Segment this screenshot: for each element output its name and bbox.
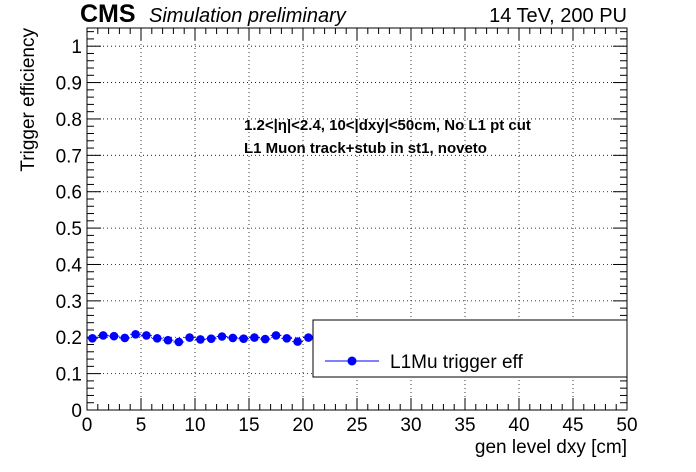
data-point — [120, 333, 130, 343]
legend-marker — [347, 356, 357, 366]
data-point — [206, 334, 216, 343]
legend: L1Mu trigger eff — [312, 319, 628, 378]
x-tick-label: 40 — [508, 415, 529, 436]
data-point — [196, 335, 205, 344]
axis-ticks — [86, 28, 628, 411]
y-tick-label: 1 — [71, 37, 82, 58]
data-point — [282, 334, 292, 343]
y-tick-label: 0.3 — [56, 292, 82, 313]
data-point — [98, 331, 108, 340]
data-point — [217, 332, 227, 341]
y-tick-label: 0.1 — [56, 365, 82, 386]
y-tick-label: 0.6 — [56, 183, 82, 204]
data-point — [152, 334, 162, 343]
x-tick-label: 20 — [292, 415, 313, 436]
x-axis-label: gen level dxy [cm] — [475, 437, 627, 458]
y-tick-label: 0.9 — [56, 74, 82, 95]
legend-label: L1Mu trigger eff — [390, 352, 523, 373]
data-point — [142, 331, 151, 340]
data-point — [304, 333, 313, 342]
data-point — [185, 333, 194, 342]
x-tick-label: 0 — [82, 415, 93, 436]
y-tick-label: 0.8 — [56, 110, 82, 131]
data-point — [163, 335, 173, 345]
y-tick-labels: 0 0.1 0.2 0.3 0.4 0.5 0.6 0.7 0.8 0.9 1 — [56, 37, 83, 422]
x-tick-label: 45 — [562, 415, 583, 436]
x-tick-label: 30 — [400, 415, 421, 436]
selection-annotation: 1.2<|η|<2.4, 10<|dxy|<50cm, No L1 pt cut — [244, 117, 531, 134]
x-tick-label: 10 — [184, 415, 205, 436]
y-tick-label: 0.2 — [56, 328, 82, 349]
data-point — [228, 333, 238, 343]
data-point — [260, 334, 270, 344]
x-tick-labels: 0 5 10 15 20 25 30 35 40 45 50 — [82, 415, 638, 436]
data-point — [293, 337, 302, 346]
x-tick-label: 35 — [454, 415, 475, 436]
data-points — [87, 330, 314, 347]
data-point — [250, 333, 259, 342]
status-label: Simulation preliminary — [149, 5, 347, 27]
data-point — [109, 331, 119, 341]
y-tick-label: 0.5 — [56, 219, 82, 240]
y-tick-label: 0 — [71, 401, 82, 422]
x-tick-label: 5 — [136, 415, 147, 436]
data-point — [88, 334, 97, 343]
x-tick-label: 50 — [616, 415, 637, 436]
data-point — [174, 337, 184, 347]
y-tick-label: 0.7 — [56, 146, 82, 167]
data-point — [271, 331, 281, 340]
x-tick-label: 15 — [238, 415, 259, 436]
data-point — [239, 334, 248, 343]
data-point — [131, 330, 140, 339]
trigger-annotation: L1 Muon track+stub in st1, noveto — [244, 140, 487, 157]
experiment-label: CMS — [80, 0, 136, 28]
y-tick-label: 0.4 — [56, 255, 83, 276]
legend-box — [312, 319, 628, 378]
conditions-label: 14 TeV, 200 PU — [489, 5, 627, 27]
y-axis-label: Trigger efficiency — [18, 28, 39, 172]
x-tick-label: 25 — [346, 415, 367, 436]
